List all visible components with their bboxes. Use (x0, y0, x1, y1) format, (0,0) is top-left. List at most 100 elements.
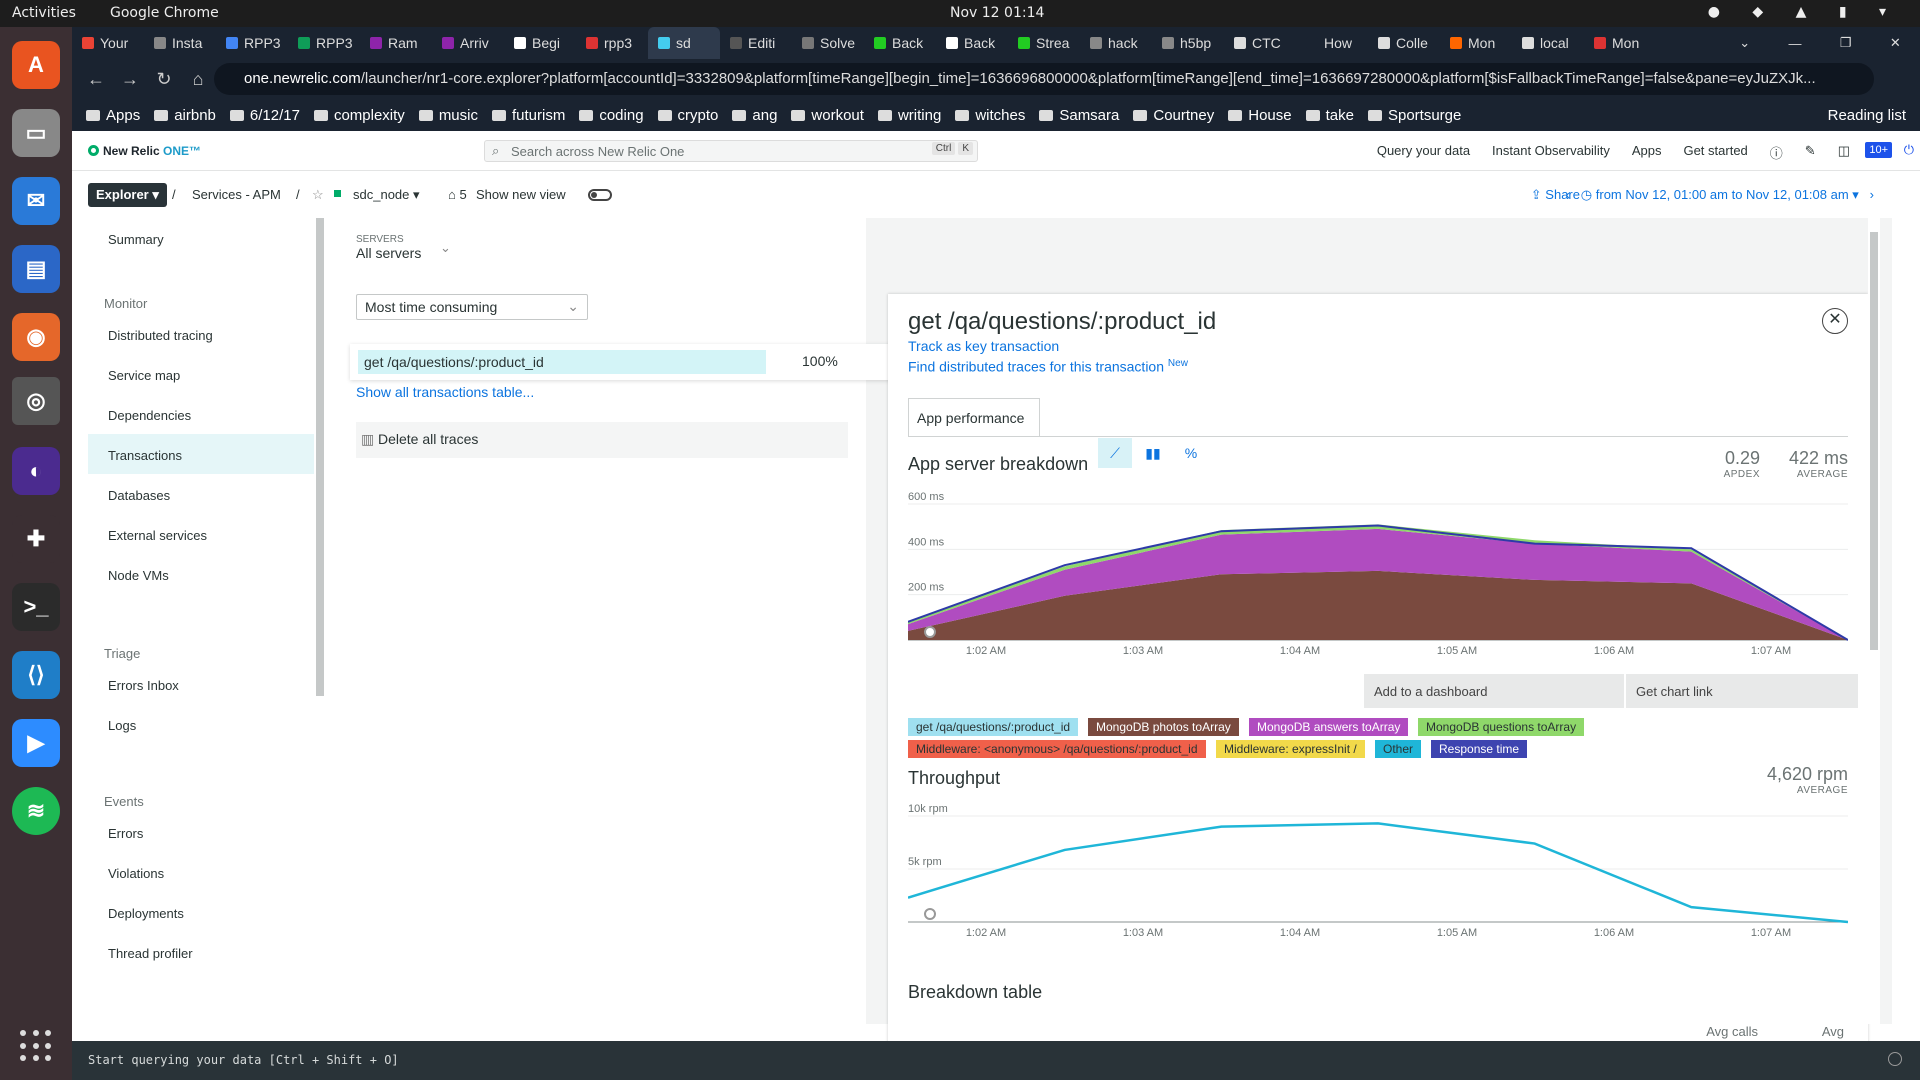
sidebar-item-databases[interactable]: Databases (108, 488, 171, 503)
feedback-icon[interactable]: ✎ (1804, 143, 1816, 158)
close-icon[interactable]: ✕ (1822, 308, 1848, 334)
firefox-icon[interactable]: ◉ (12, 313, 60, 361)
terminal-icon[interactable]: >_ (12, 583, 60, 631)
show-new-view-toggle[interactable] (588, 189, 612, 201)
browser-tab[interactable]: Back (936, 27, 1008, 59)
legend-item[interactable]: MongoDB answers toArray (1249, 718, 1409, 736)
content-scrollbar[interactable] (1868, 218, 1880, 1024)
browser-tab[interactable]: h5bp (1152, 27, 1224, 59)
get-started-link[interactable]: Get started (1683, 143, 1748, 158)
browser-tab[interactable]: Ram (360, 27, 432, 59)
browser-tab[interactable]: rpp3 (576, 27, 648, 59)
browser-tab[interactable]: CTC (1224, 27, 1296, 59)
bookmark-item[interactable]: ang (732, 107, 777, 124)
sidebar-item-external-services[interactable]: External services (108, 528, 207, 543)
legend-item[interactable]: MongoDB photos toArray (1088, 718, 1239, 736)
bar-chart-icon[interactable]: ▮▮ (1145, 445, 1161, 461)
favorite-star-icon[interactable]: ☆ (312, 187, 324, 202)
sidebar-item-errors[interactable]: Errors (108, 826, 144, 841)
column-avg[interactable]: Avg (1821, 1024, 1844, 1039)
sort-select[interactable]: Most time consuming ⌄ (356, 294, 588, 320)
show-apps-icon[interactable] (20, 1030, 52, 1062)
forward-icon[interactable]: → (121, 68, 139, 89)
writer-icon[interactable]: ▤ (12, 245, 60, 293)
legend-item[interactable]: get /qa/questions/:product_id (908, 718, 1079, 736)
get-chart-link-button[interactable]: Get chart link (1636, 684, 1713, 699)
browser-tab[interactable]: Begi (504, 27, 576, 59)
show-all-transactions-link[interactable]: Show all transactions table... (356, 384, 535, 400)
bookmark-item[interactable]: Samsara (1039, 107, 1119, 124)
sidebar-scrollbar[interactable] (316, 218, 324, 696)
browser-app-menu[interactable]: Google Chrome (110, 5, 219, 21)
sidebar-item-service-map[interactable]: Service map (108, 368, 181, 383)
apps-link[interactable]: Apps (1631, 143, 1662, 158)
app-server-breakdown-chart[interactable]: 600 ms 400 ms 200 ms 1:02 AM 1:03 AM 1:04 AM 1… (908, 490, 1848, 670)
browser-tab[interactable]: sd (648, 27, 720, 59)
sidebar-item-node-vms[interactable]: Node VMs (108, 568, 169, 583)
chrome-icon[interactable]: ◎ (12, 377, 60, 425)
browser-tab[interactable]: How (1296, 27, 1368, 59)
delete-all-traces-button[interactable]: ▥ Delete all traces (356, 422, 848, 458)
legend-item[interactable]: MongoDB questions toArray (1418, 718, 1585, 736)
help-icon[interactable]: ⓘ (1769, 146, 1783, 161)
new-relic-logo[interactable]: New Relic ONE™ (88, 144, 201, 158)
bookmark-item[interactable]: Courtney (1133, 107, 1214, 124)
sidebar-item-deployments[interactable]: Deployments (108, 906, 184, 921)
browser-tab[interactable]: Your (72, 27, 144, 59)
activities-button[interactable]: Activities (12, 5, 76, 21)
reload-icon[interactable]: ↻ (156, 68, 172, 89)
throughput-chart[interactable]: 10k rpm 5k rpm 1:02 AM 1:03 AM 1:04 AM 1:05 A… (908, 802, 1848, 952)
tor-icon[interactable]: ◐ (12, 447, 60, 495)
files-icon[interactable]: ▭ (12, 109, 60, 157)
time-picker[interactable]: ‹ ◷ from Nov 12, 01:00 am to Nov 12, 01:… (1565, 187, 1874, 202)
system-tray-icons[interactable]: ● ◆ ▲ ▮ ▾ (1707, 4, 1900, 20)
browser-tab[interactable]: Arriv (432, 27, 504, 59)
browser-tab[interactable]: Solve (792, 27, 864, 59)
legend-item[interactable]: Other (1375, 740, 1422, 758)
minimize-icon[interactable]: — (1788, 35, 1802, 51)
bookmark-item[interactable]: music (418, 107, 478, 124)
instant-observability-link[interactable]: Instant Observability (1492, 143, 1610, 158)
browser-tab[interactable]: Mon (1584, 27, 1656, 59)
explorer-button[interactable]: Explorer ▾ (88, 183, 167, 207)
transaction-row[interactable]: get /qa/questions/:product_id 100% (350, 344, 890, 380)
slack-icon[interactable]: ✚ (12, 515, 60, 563)
sidebar-item-errors-inbox[interactable]: Errors Inbox (108, 678, 179, 693)
bookmark-item[interactable]: Apps (86, 107, 140, 124)
sidebar-item-transactions[interactable]: Transactions (88, 434, 314, 474)
maximize-icon[interactable]: ❐ (1839, 35, 1852, 50)
sidebar-item-logs[interactable]: Logs (108, 718, 137, 733)
legend-item[interactable]: Response time (1431, 740, 1528, 758)
reading-list-button[interactable]: Reading list (1827, 106, 1906, 124)
crumb-services-apm[interactable]: Services - APM (192, 187, 281, 202)
browser-tab[interactable]: RPP3 (288, 27, 360, 59)
chevron-down-icon[interactable]: ⌄ (440, 240, 451, 255)
bookmark-item[interactable]: crypto (657, 107, 718, 124)
sidebar-item-dependencies[interactable]: Dependencies (108, 408, 192, 423)
back-icon[interactable]: ← (87, 68, 105, 89)
notifications-icon[interactable]: ◫ (1837, 143, 1850, 158)
zoom-icon[interactable]: ▶ (12, 719, 60, 767)
browser-tab[interactable]: Insta (144, 27, 216, 59)
notifications-badge[interactable]: 10+ (1865, 142, 1892, 158)
bookmark-item[interactable]: airbnb (154, 107, 216, 124)
sidebar-item-violations[interactable]: Violations (108, 866, 165, 881)
vscode-icon[interactable]: ⟨⟩ (12, 651, 60, 699)
nrql-console-bar[interactable]: Start querying your data [Ctrl + Shift +… (72, 1041, 1920, 1080)
spotify-icon[interactable]: ≋ (12, 787, 60, 835)
area-chart-icon[interactable]: ⟋ (1098, 438, 1132, 468)
legend-item[interactable]: Middleware: expressInit / (1216, 740, 1365, 758)
home-icon[interactable]: ⌂ (192, 68, 204, 89)
sidebar-item-summary[interactable]: Summary (108, 232, 164, 247)
url-input[interactable]: one.newrelic.com/launcher/nr1-core.explo… (214, 63, 1874, 95)
sidebar-item-thread-profiler[interactable]: Thread profiler (108, 946, 193, 961)
share-button[interactable]: ⇪ Share (1530, 187, 1580, 202)
software-center-icon[interactable]: A (12, 41, 60, 89)
thunderbird-icon[interactable]: ✉ (12, 177, 60, 225)
percent-icon[interactable]: % (1184, 445, 1198, 461)
tab-app-performance[interactable]: App performance (908, 398, 1040, 436)
bookmark-item[interactable]: coding (579, 107, 644, 124)
legend-item[interactable]: Middleware: <anonymous> /qa/questions/:p… (908, 740, 1206, 758)
global-search-input[interactable]: ⌕ Search across New Relic One Ctrl K (484, 140, 978, 162)
bookmark-item[interactable]: witches (955, 107, 1025, 124)
